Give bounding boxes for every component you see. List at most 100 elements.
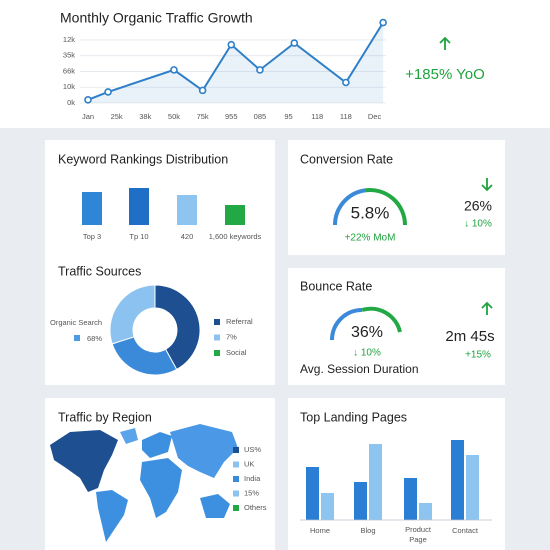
card-title: Conversion Rate: [300, 152, 393, 166]
caption: Avg. Session Duration: [300, 362, 419, 376]
x-tick-label: 085: [254, 112, 267, 121]
point: [227, 40, 236, 49]
africa: [140, 458, 182, 518]
side-value: 2m 45s: [445, 328, 494, 345]
x-tick-label: 95: [284, 112, 292, 121]
conversion-value: 5.8%: [351, 203, 390, 222]
bar: [225, 205, 245, 225]
north-america: [50, 430, 118, 492]
x-tick-label: 38k: [139, 112, 151, 121]
legend-label: India: [244, 474, 261, 483]
legend-swatch: [214, 319, 220, 325]
y-tick-label: 66k: [63, 66, 75, 75]
x-tick-label: 118: [340, 112, 352, 121]
legend-label: UK: [244, 459, 254, 468]
x-tick-label: 25k: [111, 112, 123, 121]
side-value: 26%: [464, 198, 492, 214]
point: [379, 18, 387, 27]
x-tick-label: Contact: [452, 526, 479, 535]
legend-label: Others: [244, 503, 267, 512]
x-tick-label: Top 3: [83, 232, 101, 241]
x-tick-label: Product Page: [405, 525, 431, 544]
legend-swatch: [233, 461, 239, 468]
legend-label: Social: [226, 348, 247, 357]
slice: [109, 284, 156, 345]
point: [290, 39, 299, 47]
legend-swatch: [233, 476, 239, 482]
card: [45, 140, 275, 385]
side-value: 68%: [87, 334, 102, 343]
x-tick-label: 1,600 keywords: [209, 232, 262, 241]
x-tick-label: 118: [311, 112, 323, 121]
bounce-change: ↓ 10%: [353, 348, 381, 359]
slice: [111, 336, 178, 376]
bar: [129, 188, 149, 225]
card-title: Bounce Rate: [300, 279, 372, 293]
bounce-value: 36%: [351, 324, 383, 341]
point: [104, 88, 112, 96]
card: [288, 140, 505, 255]
bar: [354, 482, 367, 520]
asia: [170, 424, 238, 478]
y-tick-label: 10k: [63, 82, 75, 91]
x-tick-label: Blog: [360, 526, 375, 535]
bar: [177, 195, 197, 225]
x-tick-label: 955: [225, 112, 238, 121]
bar: [451, 440, 464, 520]
x-tick-label: Jan: [82, 112, 94, 121]
y-tick-label: 0k: [67, 98, 75, 107]
slice: [154, 284, 201, 371]
x-tick-label: 50k: [168, 112, 180, 121]
down-arrow: [481, 178, 493, 192]
bar: [321, 493, 334, 520]
legend-swatch: [214, 334, 220, 341]
bar: [306, 467, 319, 520]
point: [256, 66, 264, 74]
up-arrow: [481, 301, 493, 315]
legend-swatch: [74, 335, 80, 341]
x-tick-label: 420: [181, 232, 194, 241]
card-title: Traffic by Region: [58, 410, 152, 424]
legend-label: 7%: [226, 332, 237, 341]
australia: [200, 494, 230, 518]
side-change: ↓ 10%: [464, 219, 492, 230]
area: [88, 22, 384, 104]
chart-title: Traffic Sources: [58, 264, 141, 278]
side-label: Organic Search: [50, 318, 102, 327]
x-tick-label: Home: [310, 526, 330, 535]
legend-swatch: [214, 350, 220, 356]
gauge-arc: [330, 308, 363, 341]
side-change: +15%: [465, 350, 491, 361]
x-tick-label: Tp 10: [129, 232, 148, 241]
gauge-arc: [361, 306, 402, 333]
world-map: [50, 424, 238, 542]
point: [170, 66, 178, 74]
conversion-change: +22% MoM: [345, 233, 396, 244]
y-tick-label: 12k: [63, 35, 75, 44]
bar: [404, 478, 417, 520]
up-arrow: [439, 36, 451, 50]
chart-title: Top Landing Pages: [300, 410, 407, 424]
legend-label: US%: [244, 445, 261, 454]
bar: [466, 455, 479, 520]
chart-title: Monthly Organic Traffic Growth: [60, 10, 253, 26]
gauge-arc: [364, 188, 407, 226]
gauge-arc: [333, 188, 366, 226]
south-america: [96, 490, 128, 542]
legend-swatch: [233, 490, 239, 497]
europe: [142, 432, 172, 458]
greenland: [120, 428, 138, 444]
point: [342, 78, 350, 87]
legend-label: 15%: [244, 488, 259, 497]
legend-swatch: [233, 447, 239, 453]
bar: [369, 444, 382, 520]
point: [198, 86, 207, 95]
x-tick-label: Dec: [368, 112, 382, 121]
bar: [419, 503, 432, 520]
legend-label: Referral: [226, 317, 253, 326]
legend-swatch: [233, 505, 239, 511]
bar: [82, 192, 102, 225]
x-tick-label: 75k: [197, 112, 209, 121]
